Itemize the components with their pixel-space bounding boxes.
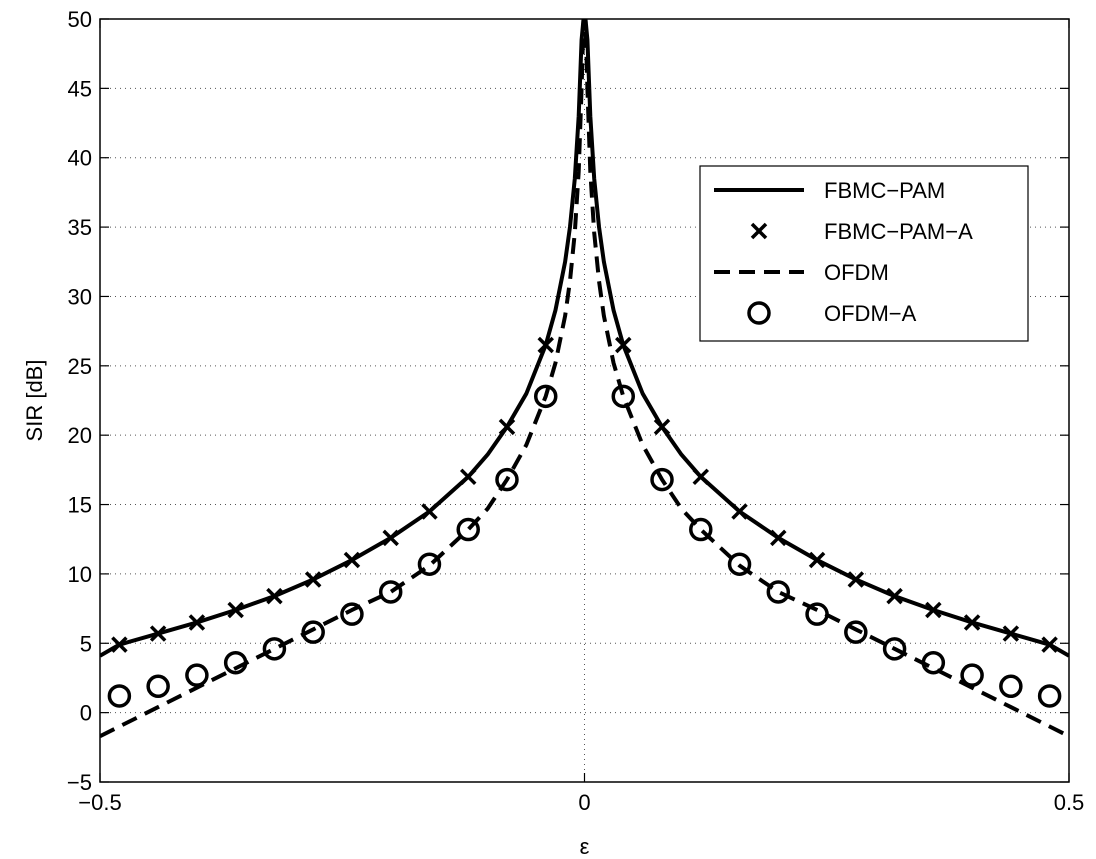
marker-o-ofdm-a <box>650 467 674 492</box>
y-tick-label: 10 <box>68 562 92 587</box>
x-axis-label: ε <box>580 834 590 859</box>
legend-item-ofdm: OFDM <box>714 260 889 285</box>
legend-label: FBMC−PAM <box>824 178 945 203</box>
y-tick-label: 50 <box>68 7 92 32</box>
axis-ticks: −5 0 5 10 15 20 25 30 35 40 45 50 −0.5 0 0.5 <box>67 7 1084 815</box>
marker-o-ofdm-a <box>882 637 907 661</box>
marker-x-fbmc-pam-a <box>925 601 942 619</box>
legend-swatch <box>747 301 771 325</box>
y-tick-label: 40 <box>68 146 92 171</box>
legend-label: OFDM−A <box>824 301 917 326</box>
marker-o-ofdm-a <box>921 650 946 675</box>
marker-o-ofdm-a <box>223 650 248 675</box>
marker-x-fbmc-pam-a <box>808 551 826 569</box>
legend-item-fbmc-pam: FBMC−PAM <box>714 178 945 203</box>
marker-o-ofdm-a <box>456 517 480 542</box>
marker-x-fbmc-pam-a <box>963 614 981 631</box>
marker-x-fbmc-pam-a <box>886 587 903 605</box>
y-tick-label: 30 <box>68 284 92 309</box>
marker-o-ofdm-a <box>301 620 325 644</box>
marker-x-fbmc-pam-a <box>731 503 748 520</box>
marker-x-fbmc-pam-a <box>770 529 787 547</box>
marker-o-ofdm-a <box>378 580 403 604</box>
y-axis-label: SIR [dB] <box>22 360 47 442</box>
marker-o-ofdm-a <box>766 580 791 604</box>
marker-x-fbmc-pam-a <box>1041 636 1058 653</box>
marker-x-fbmc-pam-a <box>692 468 710 486</box>
marker-x-fbmc-pam-a <box>111 636 128 653</box>
y-tick-label: 35 <box>68 215 92 240</box>
marker-o-ofdm-a <box>262 637 287 661</box>
marker-x-fbmc-pam-a <box>459 468 477 486</box>
marker-x-fbmc-pam-a <box>266 587 283 605</box>
marker-x-fbmc-pam-a <box>343 551 361 569</box>
marker-o-ofdm-a <box>727 552 752 576</box>
y-tick-label: 5 <box>80 631 92 656</box>
series-line-ofdm <box>100 19 1069 739</box>
marker-o-ofdm-a <box>689 517 713 542</box>
marker-o-ofdm-a <box>417 552 442 576</box>
legend-box <box>699 165 1029 342</box>
marker-x-fbmc-pam-a <box>421 503 438 520</box>
marker-x-fbmc-pam-a <box>615 336 632 354</box>
marker-o-ofdm-a <box>107 684 132 708</box>
legend-item-ofdm-a: OFDM−A <box>747 301 917 326</box>
marker-x-fbmc-pam-a <box>847 571 865 588</box>
marker-o-ofdm-a <box>533 384 558 409</box>
marker-o-ofdm-a <box>960 663 984 687</box>
marker-x-fbmc-pam-a <box>537 336 554 354</box>
marker-o-ofdm-a <box>146 674 170 699</box>
legend: FBMC−PAM FBMC−PAM−A OFDM OFDM−A <box>699 165 1029 342</box>
y-tick-label: −5 <box>67 770 92 795</box>
legend-item-fbmc-pam-a: FBMC−PAM−A <box>750 219 973 244</box>
marker-o-ofdm-a <box>805 602 829 626</box>
marker-x-fbmc-pam-a <box>653 418 671 436</box>
grid-lines <box>100 19 1069 782</box>
y-tick-label: 20 <box>68 423 92 448</box>
marker-o-ofdm-a <box>611 384 636 409</box>
legend-label: FBMC−PAM−A <box>824 219 973 244</box>
legend-swatch <box>750 222 768 240</box>
marker-o-ofdm-a <box>495 467 519 492</box>
marker-x-fbmc-pam-a <box>1002 625 1020 642</box>
series-line-fbmc-pam <box>100 19 1069 658</box>
marker-x-fbmc-pam-a <box>382 529 399 547</box>
marker-o-ofdm-a <box>999 674 1023 699</box>
x-tick-label: 0 <box>578 790 590 815</box>
marker-o-ofdm-a <box>340 602 364 626</box>
marker-o-ofdm-a <box>1037 684 1062 708</box>
marker-x-fbmc-pam-a <box>227 601 244 619</box>
x-tick-label: −0.5 <box>78 790 121 815</box>
series-group <box>100 19 1069 739</box>
y-tick-label: 25 <box>68 354 92 379</box>
y-tick-label: 45 <box>68 76 92 101</box>
marker-x-fbmc-pam-a <box>304 571 322 588</box>
y-tick-label: 15 <box>68 493 92 518</box>
marker-o-ofdm-a <box>185 663 209 687</box>
marker-x-fbmc-pam-a <box>149 625 167 642</box>
x-tick-label: 0.5 <box>1054 790 1085 815</box>
legend-label: OFDM <box>824 260 889 285</box>
y-tick-label: 0 <box>80 701 92 726</box>
marker-o-ofdm-a <box>844 620 868 644</box>
marker-x-fbmc-pam-a <box>188 614 206 631</box>
marker-x-fbmc-pam-a <box>498 418 516 436</box>
